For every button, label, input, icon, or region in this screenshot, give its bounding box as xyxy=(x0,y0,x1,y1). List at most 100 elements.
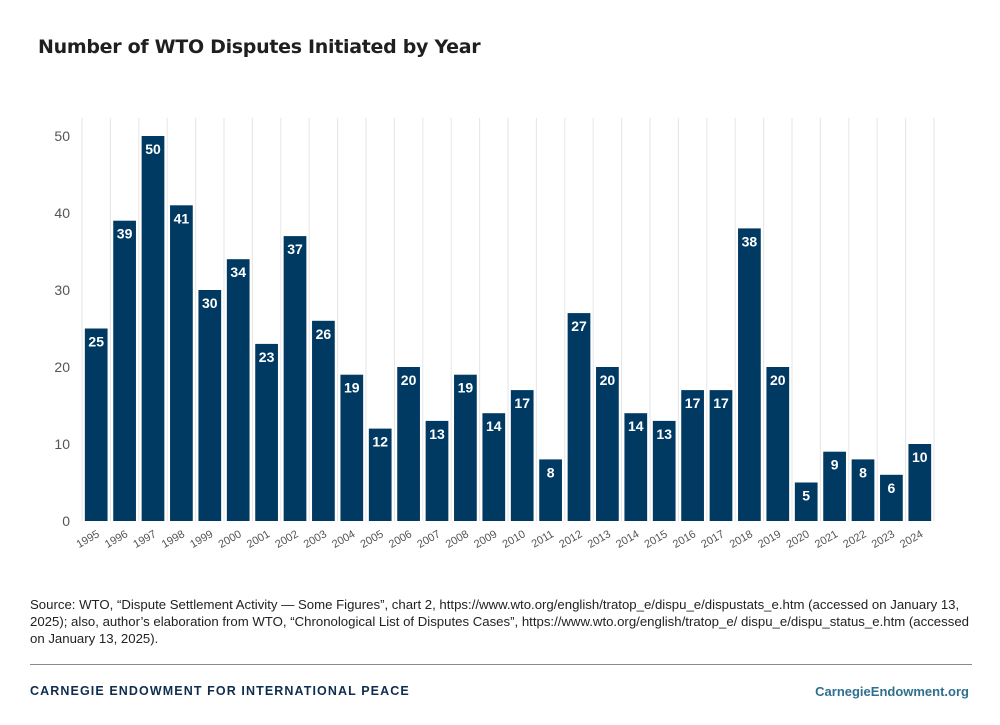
y-tick-label: 0 xyxy=(62,513,70,529)
x-tick-label: 2002 xyxy=(273,528,300,551)
y-tick-label: 20 xyxy=(54,359,70,375)
data-label-1996: 39 xyxy=(117,226,133,242)
data-label-2002: 37 xyxy=(287,241,303,257)
x-tick-label: 2012 xyxy=(557,528,584,551)
data-label-2010: 17 xyxy=(514,395,530,411)
x-tick-label: 2005 xyxy=(358,528,385,551)
data-label-1999: 30 xyxy=(202,295,218,311)
y-tick-label: 40 xyxy=(54,205,70,221)
x-tick-label: 2023 xyxy=(870,528,897,551)
bar-2013 xyxy=(596,367,619,521)
data-label-2011: 8 xyxy=(547,464,555,480)
data-label-2023: 6 xyxy=(888,480,896,496)
data-label-2001: 23 xyxy=(259,349,275,365)
x-tick-label: 1996 xyxy=(103,528,130,551)
x-tick-label: 2001 xyxy=(245,528,272,551)
x-tick-label: 2010 xyxy=(500,528,527,551)
y-tick-label: 10 xyxy=(54,436,70,452)
x-axis-ticks: 1995 1996 1997 1998 1999 2000 2001 2002 2003 2004… xyxy=(74,528,925,551)
footer-divider xyxy=(30,664,972,665)
x-tick-label: 2007 xyxy=(415,528,442,551)
data-label-2005: 12 xyxy=(372,434,388,450)
x-tick-label: 2000 xyxy=(216,528,243,551)
bar-1997 xyxy=(141,136,165,521)
x-tick-label: 2020 xyxy=(784,528,811,551)
data-label-2020: 5 xyxy=(802,488,810,504)
x-tick-label: 2011 xyxy=(530,528,556,550)
x-tick-label: 1997 xyxy=(131,528,158,551)
y-tick-label: 30 xyxy=(54,282,70,298)
x-tick-label: 2021 xyxy=(813,528,840,551)
x-tick-label: 2022 xyxy=(841,528,868,551)
data-label-2019: 20 xyxy=(770,372,786,388)
data-label-1997: 50 xyxy=(145,141,161,157)
data-label-1998: 41 xyxy=(174,210,190,226)
data-label-2018: 38 xyxy=(742,233,758,249)
data-labels: 25 39 50 41 30 34 23 37 26 19 12 20 13 19 14 17 8 27 20 14 1… xyxy=(88,141,927,504)
data-label-1995: 25 xyxy=(88,334,104,350)
x-tick-label: 2018 xyxy=(728,528,755,551)
x-tick-label: 2015 xyxy=(642,528,669,551)
grid-lines xyxy=(81,118,935,521)
bar-2008 xyxy=(454,374,477,521)
bar-2010 xyxy=(510,390,534,521)
y-tick-label: 50 xyxy=(54,128,70,144)
bar-2016 xyxy=(681,390,704,521)
bar-2021 xyxy=(823,451,846,521)
bar-2000 xyxy=(226,259,250,521)
bar-1996 xyxy=(113,220,136,521)
chart-title: Number of WTO Disputes Initiated by Year xyxy=(38,36,481,58)
bar-2014 xyxy=(624,413,648,521)
source-note: Source: WTO, “Dispute Settlement Activit… xyxy=(30,597,969,646)
data-label-2012: 27 xyxy=(571,318,587,334)
bars xyxy=(84,136,932,522)
bar-1995 xyxy=(84,328,108,521)
x-tick-label: 2008 xyxy=(444,528,471,551)
bar-2015 xyxy=(652,420,676,521)
data-label-2008: 19 xyxy=(458,380,474,396)
bar-2009 xyxy=(482,413,506,521)
x-tick-label: 2024 xyxy=(898,528,925,551)
x-tick-label: 2006 xyxy=(387,528,414,551)
bar-1999 xyxy=(198,290,222,521)
x-tick-label: 1999 xyxy=(188,528,215,551)
bar-2003 xyxy=(312,320,335,521)
bar-2007 xyxy=(425,420,449,521)
bar-2005 xyxy=(368,428,392,521)
x-tick-label: 2004 xyxy=(330,528,357,551)
x-tick-label: 2019 xyxy=(756,528,783,551)
data-label-2015: 13 xyxy=(656,426,672,442)
data-label-2021: 9 xyxy=(831,457,839,473)
bar-2002 xyxy=(283,236,307,521)
x-tick-label: 2014 xyxy=(614,528,641,551)
x-tick-label: 2009 xyxy=(472,528,499,551)
bar-2023 xyxy=(880,474,903,521)
data-label-2009: 14 xyxy=(486,418,502,434)
x-tick-label: 2013 xyxy=(586,528,613,551)
bar-2022 xyxy=(851,459,875,521)
x-tick-label: 2017 xyxy=(699,528,726,551)
website-link[interactable]: CarnegieEndowment.org xyxy=(815,684,969,699)
bar-2024 xyxy=(908,444,932,521)
bar-2018 xyxy=(738,228,761,521)
data-label-2024: 10 xyxy=(912,449,928,465)
data-label-2017: 17 xyxy=(713,395,729,411)
x-tick-label: 2016 xyxy=(671,528,698,551)
bar-2004 xyxy=(340,374,364,521)
bar-2011 xyxy=(539,459,562,521)
y-axis-ticks: 0 10 20 30 40 50 xyxy=(54,128,70,529)
x-tick-label: 2003 xyxy=(302,528,329,551)
organization-name: CARNEGIE ENDOWMENT FOR INTERNATIONAL PEA… xyxy=(30,684,410,698)
bar-2012 xyxy=(567,313,591,521)
x-tick-label: 1995 xyxy=(74,528,101,551)
data-label-2014: 14 xyxy=(628,418,644,434)
bar-1998 xyxy=(170,205,193,522)
bar-2019 xyxy=(766,367,790,521)
data-label-2000: 34 xyxy=(230,264,246,280)
bar-2006 xyxy=(397,367,420,521)
bar-2017 xyxy=(709,390,733,521)
x-tick-label: 1998 xyxy=(160,528,187,551)
bar-2020 xyxy=(794,482,818,521)
data-label-2006: 20 xyxy=(401,372,417,388)
